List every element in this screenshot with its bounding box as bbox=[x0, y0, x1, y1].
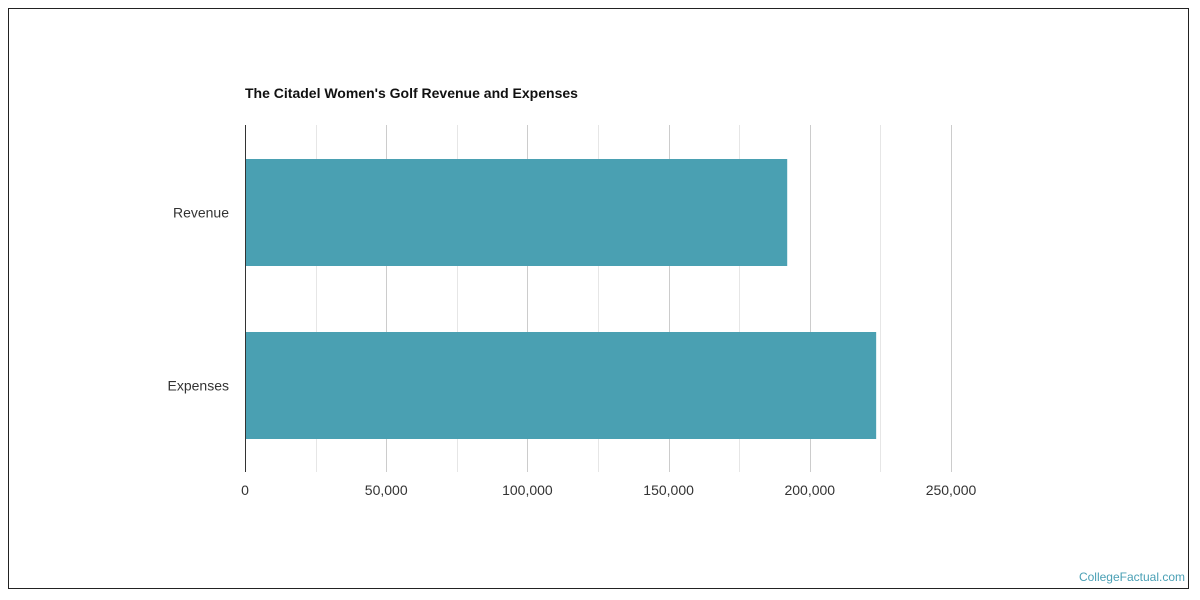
category-label-revenue: Revenue bbox=[173, 205, 229, 221]
x-tick-label: 200,000 bbox=[784, 482, 835, 498]
x-tick-label: 250,000 bbox=[926, 482, 977, 498]
college-factual-link[interactable]: CollegeFactual.com bbox=[1078, 570, 1185, 584]
bar-revenue bbox=[245, 159, 788, 266]
category-labels: Revenue Expenses bbox=[168, 205, 230, 394]
x-tick-label: 0 bbox=[241, 482, 249, 498]
bars bbox=[245, 159, 877, 439]
x-tick-label: 50,000 bbox=[365, 482, 408, 498]
x-tick-label: 150,000 bbox=[643, 482, 694, 498]
bar-expenses bbox=[245, 332, 877, 439]
chart-title: The Citadel Women's Golf Revenue and Exp… bbox=[245, 85, 578, 101]
x-tick-labels: 0 50,000 100,000 150,000 200,000 250,000 bbox=[241, 482, 976, 498]
x-tick-label: 100,000 bbox=[502, 482, 553, 498]
category-label-expenses: Expenses bbox=[168, 378, 229, 394]
